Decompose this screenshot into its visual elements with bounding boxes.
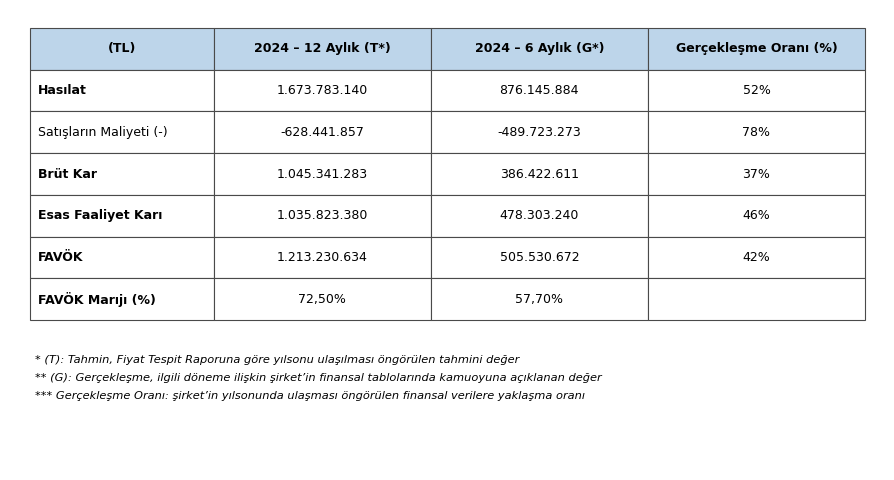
Bar (430, 195, 647, 237)
Text: 52%: 52% (742, 84, 770, 97)
Text: FAVÖK: FAVÖK (38, 251, 83, 264)
Text: Hasılat: Hasılat (38, 84, 87, 97)
Bar (430, 278, 647, 320)
Bar (430, 70, 647, 111)
Bar (30, 195, 214, 237)
Bar (647, 278, 864, 320)
Text: 386.422.611: 386.422.611 (499, 168, 578, 180)
Text: 57,70%: 57,70% (515, 293, 562, 306)
Text: 876.145.884: 876.145.884 (499, 84, 578, 97)
Text: 1.673.783.140: 1.673.783.140 (276, 84, 367, 97)
Text: (TL): (TL) (107, 42, 136, 55)
Text: 478.303.240: 478.303.240 (499, 209, 578, 222)
Text: FAVÖK Marıjı (%): FAVÖK Marıjı (%) (38, 292, 156, 307)
Bar (30, 111, 214, 153)
Text: * (T): Tahmin, Fiyat Tespit Raporuna göre yılsonu ulaşılması öngörülen tahmini d: * (T): Tahmin, Fiyat Tespit Raporuna gör… (35, 355, 519, 365)
Text: Brüt Kar: Brüt Kar (38, 168, 97, 180)
Bar (30, 28, 214, 70)
Text: -628.441.857: -628.441.857 (280, 126, 364, 139)
Text: 78%: 78% (742, 126, 770, 139)
Bar (30, 153, 214, 195)
Bar (214, 28, 430, 70)
Text: 505.530.672: 505.530.672 (499, 251, 578, 264)
Text: Gerçekleşme Oranı (%): Gerçekleşme Oranı (%) (675, 42, 837, 55)
Bar (647, 237, 864, 278)
Bar (214, 111, 430, 153)
Bar (430, 111, 647, 153)
Text: 1.035.823.380: 1.035.823.380 (276, 209, 367, 222)
Text: 42%: 42% (742, 251, 770, 264)
Bar (214, 195, 430, 237)
Bar (647, 111, 864, 153)
Bar (30, 237, 214, 278)
Bar (430, 237, 647, 278)
Text: *** Gerçekleşme Oranı: şirket’in yılsonunda ulaşması öngörülen finansal verilere: *** Gerçekleşme Oranı: şirket’in yılsonu… (35, 391, 585, 401)
Text: 46%: 46% (742, 209, 770, 222)
Bar (214, 153, 430, 195)
Bar (214, 278, 430, 320)
Bar (647, 70, 864, 111)
Text: 2024 – 12 Aylık (T*): 2024 – 12 Aylık (T*) (254, 42, 390, 55)
Text: ** (G): Gerçekleşme, ilgili döneme ilişkin şirket’in finansal tablolarında kamuo: ** (G): Gerçekleşme, ilgili döneme ilişk… (35, 373, 601, 383)
Bar (430, 153, 647, 195)
Text: 72,50%: 72,50% (298, 293, 346, 306)
Text: Satışların Maliyeti (-): Satışların Maliyeti (-) (38, 126, 167, 139)
Text: Esas Faaliyet Karı: Esas Faaliyet Karı (38, 209, 162, 222)
Bar (647, 195, 864, 237)
Bar (30, 278, 214, 320)
Bar (214, 237, 430, 278)
Bar (214, 70, 430, 111)
Text: -489.723.273: -489.723.273 (497, 126, 580, 139)
Text: 2024 – 6 Aylık (G*): 2024 – 6 Aylık (G*) (474, 42, 603, 55)
Bar (430, 28, 647, 70)
Text: 1.045.341.283: 1.045.341.283 (276, 168, 367, 180)
Text: 1.213.230.634: 1.213.230.634 (276, 251, 367, 264)
Bar (647, 153, 864, 195)
Bar (647, 28, 864, 70)
Text: 37%: 37% (742, 168, 770, 180)
Bar (30, 70, 214, 111)
